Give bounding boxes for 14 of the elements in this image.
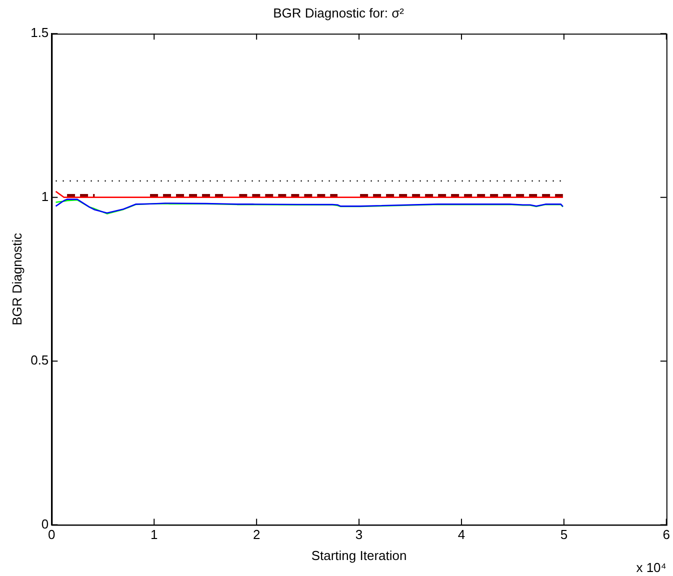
y-axis-title: BGR Diagnostic: [9, 232, 24, 326]
x-tick-label: 2: [252, 527, 260, 542]
x-tick-label: 5: [560, 527, 568, 542]
y-tick-label: 1.5: [30, 25, 49, 40]
y-tick-label: 0: [41, 516, 49, 532]
x-tick-label: 4: [458, 527, 466, 542]
y-tick-label: 0.5: [30, 352, 49, 368]
y-tick-label: 1: [41, 188, 49, 204]
x-axis-title: Starting Iteration: [311, 548, 407, 563]
chart-title: BGR Diagnostic for: σ²: [273, 5, 405, 20]
text: x 10⁴: [636, 560, 666, 575]
x-tick-label: 3: [355, 527, 363, 542]
x-tick-label: 1: [150, 527, 158, 542]
x-tick-label: 6: [662, 527, 670, 542]
